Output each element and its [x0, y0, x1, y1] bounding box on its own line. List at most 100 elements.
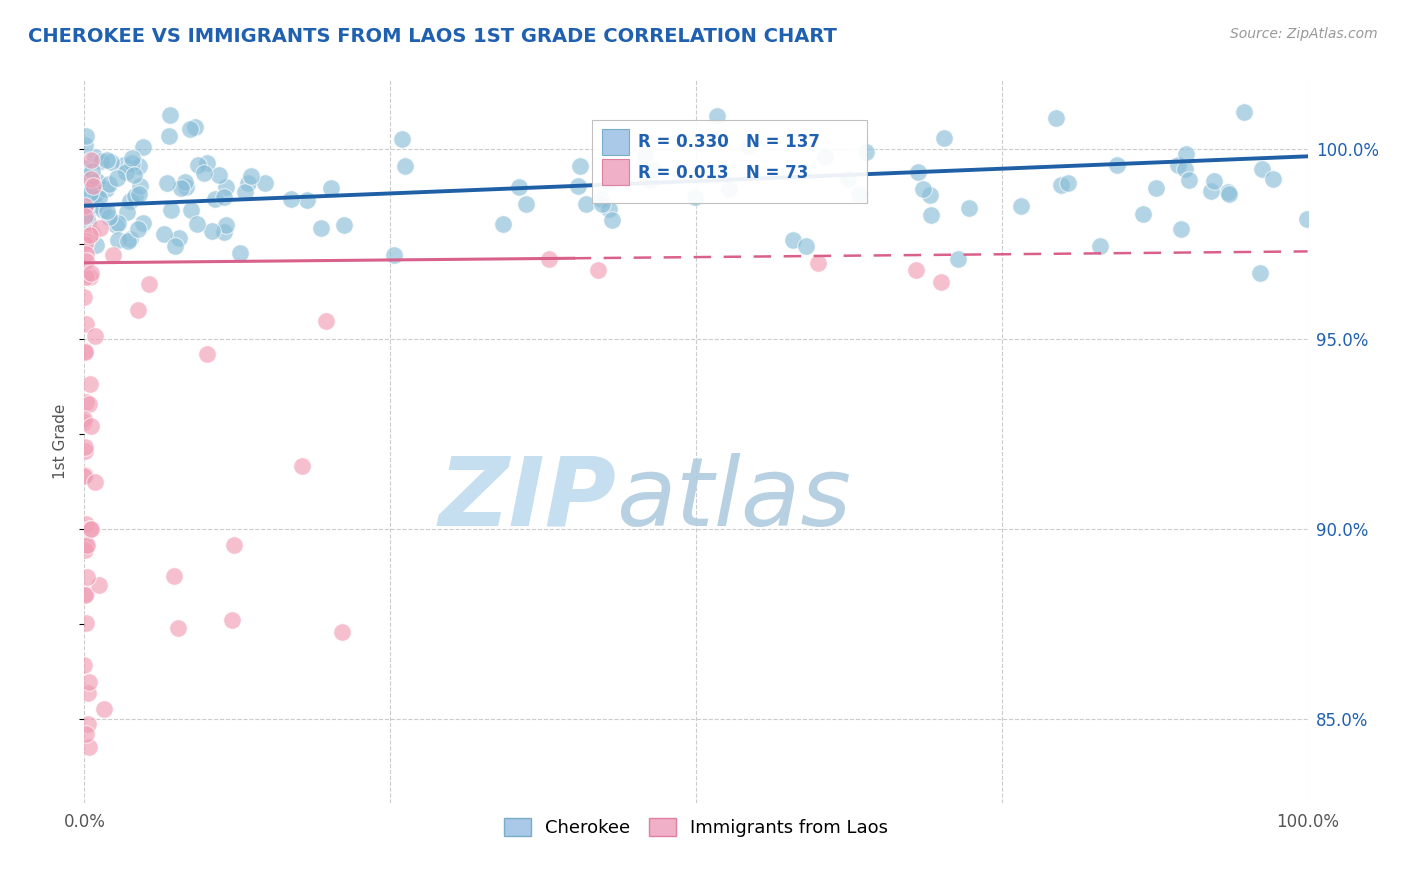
- Point: [179, 122, 201, 136]
- Point: [221, 614, 243, 628]
- Point: [80, 153, 103, 168]
- Point: [75, 235, 97, 249]
- Point: [121, 155, 143, 169]
- Point: [1218, 186, 1240, 201]
- Point: [96, 153, 118, 167]
- Point: [1144, 180, 1167, 194]
- Point: [1249, 266, 1271, 280]
- Point: [333, 219, 356, 233]
- Point: [600, 212, 623, 227]
- Point: [837, 172, 859, 186]
- Point: [238, 176, 260, 190]
- Point: [77, 717, 100, 731]
- Point: [73, 468, 96, 483]
- Point: [82, 179, 104, 194]
- Point: [718, 182, 741, 196]
- Point: [1174, 161, 1197, 176]
- Point: [254, 176, 277, 190]
- Point: [1132, 207, 1154, 221]
- Point: [1251, 162, 1274, 177]
- Point: [515, 197, 537, 211]
- Text: ZIP: ZIP: [439, 453, 616, 546]
- Point: [586, 263, 609, 277]
- Point: [86, 187, 108, 202]
- Point: [538, 252, 561, 266]
- Point: [138, 277, 160, 291]
- Point: [104, 218, 127, 232]
- Point: [855, 145, 877, 160]
- Point: [167, 231, 190, 245]
- Point: [1010, 199, 1032, 213]
- Point: [83, 328, 105, 343]
- Point: [73, 412, 96, 426]
- Point: [91, 203, 114, 218]
- Point: [598, 202, 620, 216]
- Point: [1057, 176, 1080, 190]
- Point: [567, 179, 589, 194]
- Point: [1107, 158, 1129, 172]
- Point: [84, 150, 107, 164]
- Point: [215, 180, 238, 194]
- Point: [73, 658, 96, 673]
- Point: [1167, 158, 1189, 172]
- Point: [321, 181, 343, 195]
- FancyBboxPatch shape: [602, 128, 628, 154]
- Point: [107, 233, 129, 247]
- Point: [239, 169, 262, 184]
- Point: [90, 154, 112, 169]
- Point: [233, 185, 256, 199]
- Text: atlas: atlas: [616, 453, 852, 546]
- Point: [1090, 239, 1112, 253]
- Point: [212, 225, 235, 239]
- Point: [112, 158, 135, 172]
- Point: [195, 156, 218, 170]
- Point: [1050, 178, 1073, 192]
- Point: [82, 164, 104, 178]
- Point: [73, 161, 96, 175]
- Point: [224, 538, 246, 552]
- Point: [84, 237, 107, 252]
- Point: [848, 186, 870, 201]
- Point: [957, 201, 980, 215]
- Point: [492, 217, 515, 231]
- Point: [75, 467, 97, 482]
- Point: [291, 458, 314, 473]
- Point: [920, 187, 942, 202]
- Point: [89, 191, 111, 205]
- Point: [73, 137, 96, 152]
- Point: [82, 227, 104, 241]
- Point: [794, 239, 817, 253]
- Point: [79, 269, 101, 284]
- Point: [907, 165, 929, 179]
- Point: [73, 444, 96, 458]
- Point: [73, 209, 96, 223]
- Point: [159, 108, 181, 122]
- Point: [309, 220, 332, 235]
- Point: [1216, 185, 1239, 199]
- Point: [591, 197, 613, 211]
- Point: [912, 182, 935, 196]
- Point: [599, 174, 621, 188]
- Point: [132, 216, 155, 230]
- Point: [79, 186, 101, 201]
- Point: [79, 266, 101, 280]
- Point: [73, 441, 96, 455]
- Point: [93, 702, 115, 716]
- Point: [75, 517, 97, 532]
- Point: [75, 345, 97, 359]
- Point: [905, 263, 928, 277]
- Point: [186, 218, 208, 232]
- Point: [575, 197, 598, 211]
- Point: [127, 302, 149, 317]
- Point: [280, 192, 302, 206]
- Point: [75, 253, 97, 268]
- Point: [609, 164, 631, 178]
- Point: [75, 616, 97, 631]
- Point: [86, 174, 108, 188]
- Point: [200, 224, 222, 238]
- Point: [98, 178, 121, 192]
- Point: [76, 538, 98, 552]
- Point: [77, 192, 100, 206]
- Text: R = 0.330   N = 137: R = 0.330 N = 137: [638, 133, 821, 151]
- Point: [1201, 184, 1223, 198]
